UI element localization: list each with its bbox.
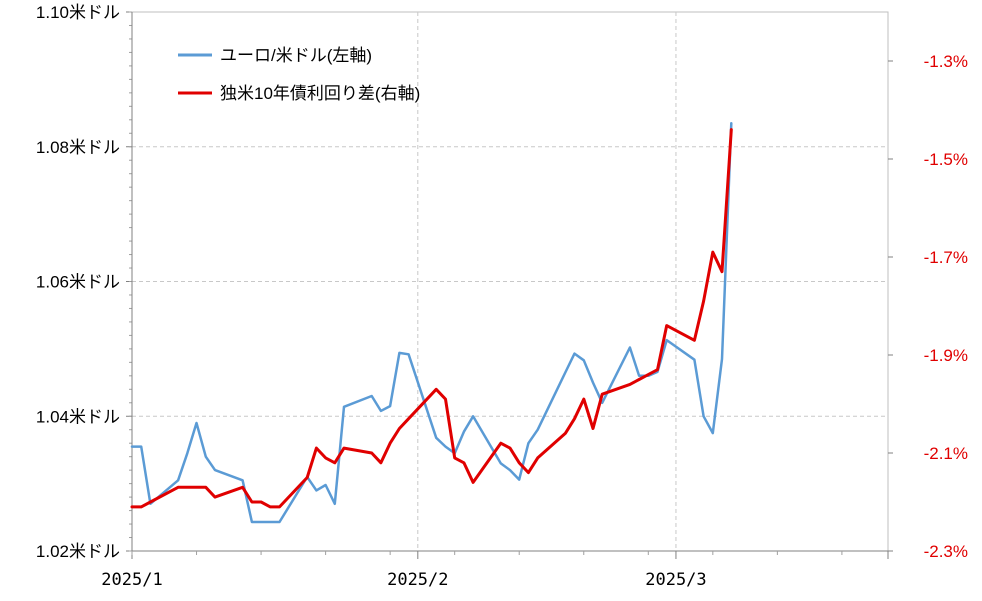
series-line-spread xyxy=(130,128,733,509)
series-line-eurusd xyxy=(130,121,733,524)
y-right-tick-label: -1.5% xyxy=(924,150,968,169)
x-tick-label: 2025/1 xyxy=(101,570,162,590)
y-right-tick-label: -2.1% xyxy=(924,444,968,463)
legend-label-spread: 独米10年債利回り差(右軸) xyxy=(220,84,420,103)
axes: 1.02米ドル 1.04米ドル 1.06米ドル 1.08米ドル 1.10米ドル -1.3%… xyxy=(36,3,968,590)
x-tick-label: 2025/3 xyxy=(645,570,706,590)
y-left-tick-label: 1.04米ドル xyxy=(36,407,120,426)
y-left-tick-label: 1.10米ドル xyxy=(36,3,120,22)
y-right-tick-label: -1.7% xyxy=(924,248,968,267)
y-left-tick-label: 1.02米ドル xyxy=(36,542,120,561)
y-right-tick-label: -2.3% xyxy=(924,542,968,561)
x-tick-label: 2025/2 xyxy=(387,570,448,590)
y-right-tick-label: -1.9% xyxy=(924,346,968,365)
y-left-tick-label: 1.08米ドル xyxy=(36,138,120,157)
y-left-tick-label: 1.06米ドル xyxy=(36,273,120,292)
y-right-tick-label: -1.3% xyxy=(924,52,968,71)
series-lines xyxy=(130,121,733,524)
legend-label-eurusd: ユーロ/米ドル(左軸) xyxy=(220,46,372,65)
legend: ユーロ/米ドル(左軸) 独米10年債利回り差(右軸) xyxy=(178,46,420,103)
